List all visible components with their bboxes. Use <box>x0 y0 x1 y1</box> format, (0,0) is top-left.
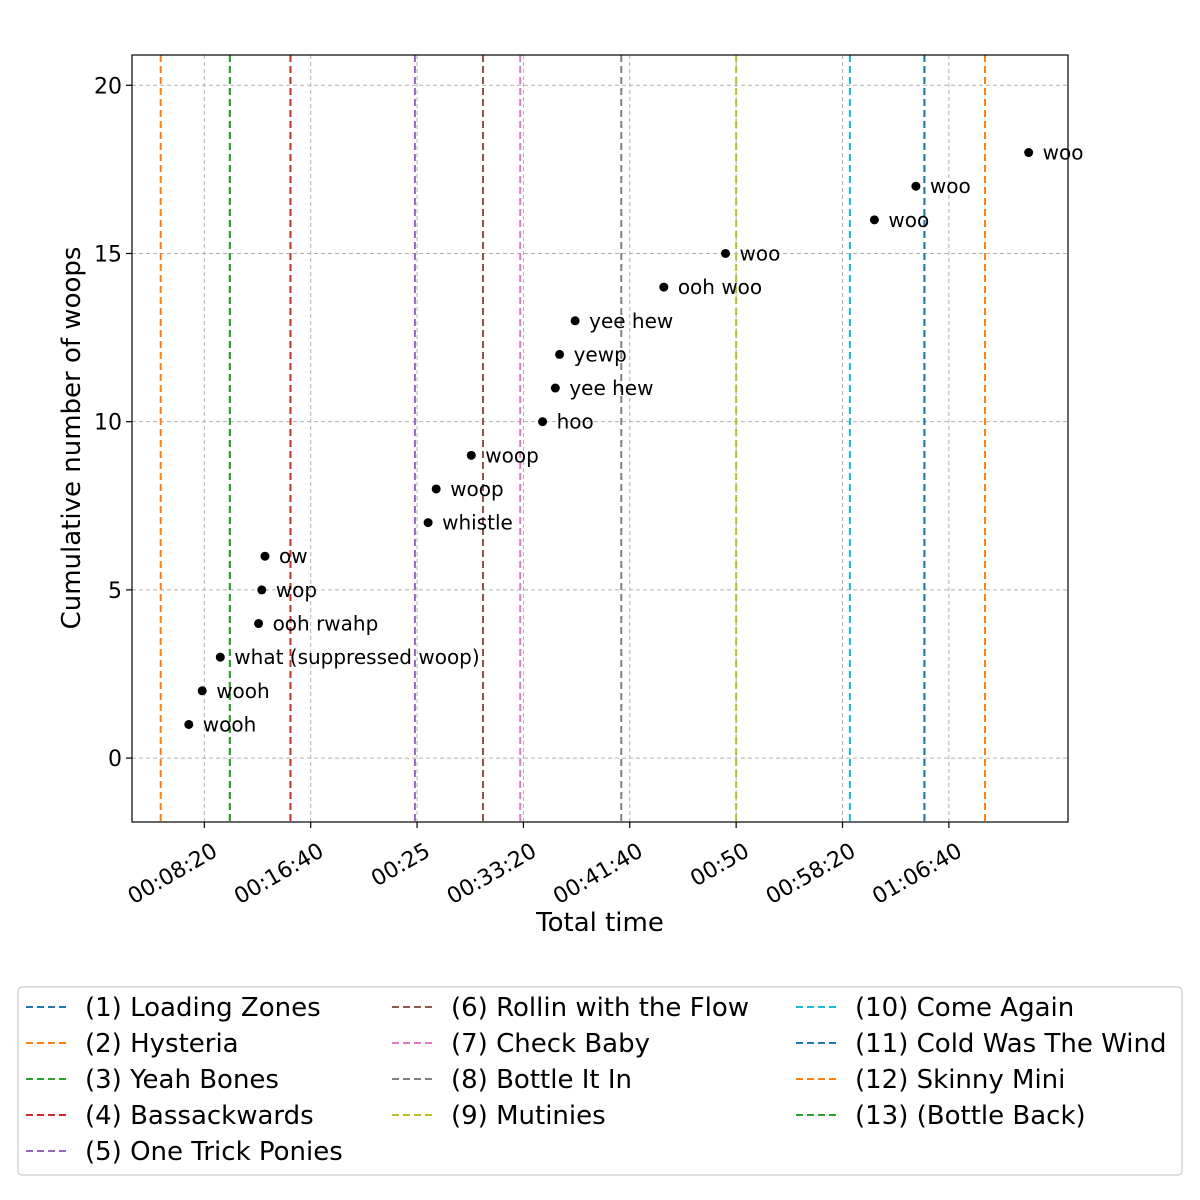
x-axis-label: Total time <box>535 908 664 938</box>
point-label: woo <box>740 241 781 265</box>
legend-label: (3) Yeah Bones <box>85 1065 279 1095</box>
data-point <box>257 585 267 595</box>
x-tick-label: 00:16:40 <box>230 839 328 910</box>
y-tick-label: 20 <box>94 74 122 99</box>
point-label: hoo <box>557 410 594 434</box>
legend-label: (11) Cold Was The Wind <box>855 1029 1166 1059</box>
data-point <box>550 383 560 393</box>
point-label: ooh woo <box>678 275 762 299</box>
legend-label: (9) Mutinies <box>451 1101 606 1131</box>
data-point <box>431 484 441 494</box>
data-point <box>721 248 731 258</box>
point-label: yee hew <box>569 376 653 400</box>
x-tick-label: 00:33:20 <box>443 839 541 910</box>
point-label: yewp <box>574 342 627 366</box>
data-point <box>869 215 879 225</box>
legend-label: (13) (Bottle Back) <box>855 1101 1086 1131</box>
legend-frame <box>17 986 1183 1176</box>
point-label: ow <box>279 544 308 568</box>
legend-label: (8) Bottle It In <box>451 1065 632 1095</box>
x-ticks: 00:08:20 00:16:40 00:25 00:33:20 00:41:40 00:… <box>124 822 966 910</box>
legend-label: (2) Hysteria <box>85 1029 239 1059</box>
x-tick-label: 00:41:40 <box>549 839 647 910</box>
point-label: wop <box>276 578 317 602</box>
grid <box>132 55 1068 822</box>
legend: (1) Loading Zones (2) Hysteria (3) Yeah Bo… <box>17 986 1183 1176</box>
x-tick-label: 00:50 <box>686 839 753 892</box>
legend-label: (1) Loading Zones <box>85 993 321 1023</box>
point-label: yee hew <box>589 309 673 333</box>
point-label: woo <box>1043 141 1084 165</box>
y-axis-label: Cumulative number of woops <box>57 247 87 630</box>
legend-label: (7) Check Baby <box>451 1029 650 1059</box>
point-label: wooh <box>216 679 270 703</box>
plot-frame <box>131 54 1069 823</box>
x-tick-label: 00:08:20 <box>124 839 222 910</box>
x-tick-label: 01:06:40 <box>868 839 966 910</box>
x-tick-label: 00:25 <box>367 839 434 892</box>
point-label: what (suppressed woop) <box>234 645 479 669</box>
y-ticks: 0 5 10 15 20 <box>94 74 132 772</box>
legend-label: (12) Skinny Mini <box>855 1065 1065 1095</box>
data-point <box>197 686 207 696</box>
data-point <box>215 652 225 662</box>
x-tick-label: 00:58:20 <box>762 839 860 910</box>
point-label: ooh rwahp <box>273 612 379 636</box>
data-point <box>570 316 580 326</box>
legend-label: (6) Rollin with the Flow <box>451 993 749 1023</box>
data-point <box>466 450 476 460</box>
y-tick-label: 15 <box>94 242 122 267</box>
legend-items: (1) Loading Zones (2) Hysteria (3) Yeah Bo… <box>26 993 1166 1167</box>
y-tick-label: 0 <box>108 747 122 772</box>
data-point <box>538 417 548 427</box>
data-point <box>911 181 921 191</box>
point-label: woop <box>450 477 504 501</box>
data-point <box>659 282 669 292</box>
data-point <box>423 518 433 528</box>
legend-label: (4) Bassackwards <box>85 1101 314 1131</box>
data-point <box>555 349 565 359</box>
point-label: wooh <box>203 712 257 736</box>
data-point <box>254 619 264 629</box>
point-label: woo <box>930 174 971 198</box>
y-tick-label: 10 <box>94 411 122 436</box>
point-label: woo <box>888 208 929 232</box>
point-label: whistle <box>442 511 513 535</box>
data-point <box>1024 148 1034 158</box>
y-tick-label: 5 <box>108 579 122 604</box>
song-lines <box>159 55 987 822</box>
point-label: woop <box>485 443 539 467</box>
legend-label: (5) One Trick Ponies <box>85 1137 343 1167</box>
data-point <box>260 551 270 561</box>
data-point <box>184 719 194 729</box>
data-points: wooh wooh what (suppressed woop) ooh rwahp w… <box>184 141 1084 736</box>
legend-label: (10) Come Again <box>855 993 1074 1023</box>
